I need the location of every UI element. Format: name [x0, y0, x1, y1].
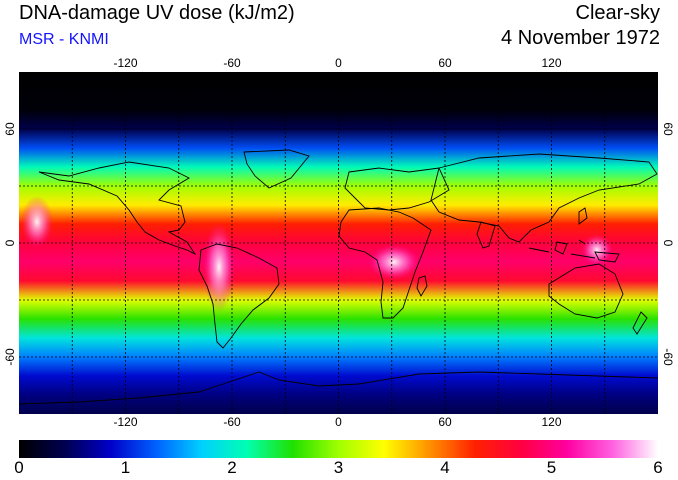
top-lon-label: 0	[335, 56, 342, 70]
left-lat-label: -60	[3, 348, 17, 366]
hotspot-south-america	[203, 222, 235, 312]
bottom-lon-label: 120	[541, 415, 562, 429]
hotspot-pacific	[21, 196, 53, 248]
colorbar-label: 6	[653, 458, 663, 477]
uv-dose-map	[19, 72, 658, 414]
coast-africa	[338, 207, 432, 319]
left-lat-label: 60	[3, 122, 17, 136]
coast-new-zealand	[632, 311, 648, 335]
coast-south-america	[198, 243, 280, 349]
sky-condition-label: Clear-sky	[575, 2, 660, 24]
colorbar-fill	[19, 440, 658, 458]
colorbar-label: 0	[14, 458, 24, 477]
coast-indonesia	[528, 239, 596, 259]
coast-europe	[344, 167, 450, 211]
top-lon-label: 60	[438, 56, 452, 70]
right-lat-label: -60	[661, 348, 675, 366]
coast-australia	[548, 263, 624, 319]
coast-asia	[430, 153, 658, 243]
coast-antarctica	[19, 371, 658, 405]
hotspot-africa	[368, 244, 420, 280]
right-lat-label: 0	[661, 239, 675, 247]
coast-japan	[578, 207, 588, 225]
coastlines	[19, 149, 658, 405]
credit-label: MSR - KNMI	[19, 31, 109, 48]
bottom-lon-label: -120	[113, 415, 138, 429]
graticule	[19, 72, 658, 414]
top-lon-label: -60	[223, 56, 241, 70]
colorbar-label: 3	[333, 458, 344, 477]
colorbar-label: 1	[120, 458, 131, 477]
colorbar-label: 4	[440, 458, 450, 477]
left-lat-label: 0	[3, 239, 17, 247]
right-lat-label: 60	[661, 122, 675, 136]
bottom-lon-label: -60	[223, 415, 241, 429]
date-label: 4 November 1972	[501, 27, 660, 49]
coast-greenland	[243, 149, 310, 189]
colorbar-label: 5	[546, 458, 557, 477]
bottom-lon-label: 60	[438, 415, 452, 429]
coast-madagascar	[416, 275, 428, 297]
coast-north-america	[38, 161, 197, 256]
colorbar-label: 2	[227, 458, 237, 477]
coast-india	[476, 221, 496, 249]
chart-title: DNA-damage UV dose (kJ/m2)	[19, 2, 295, 24]
top-lon-label: 120	[541, 56, 562, 70]
bottom-lon-label: 0	[335, 415, 342, 429]
colorbar	[19, 440, 658, 458]
coast-new-guinea	[594, 251, 620, 263]
top-lon-label: -120	[113, 56, 138, 70]
